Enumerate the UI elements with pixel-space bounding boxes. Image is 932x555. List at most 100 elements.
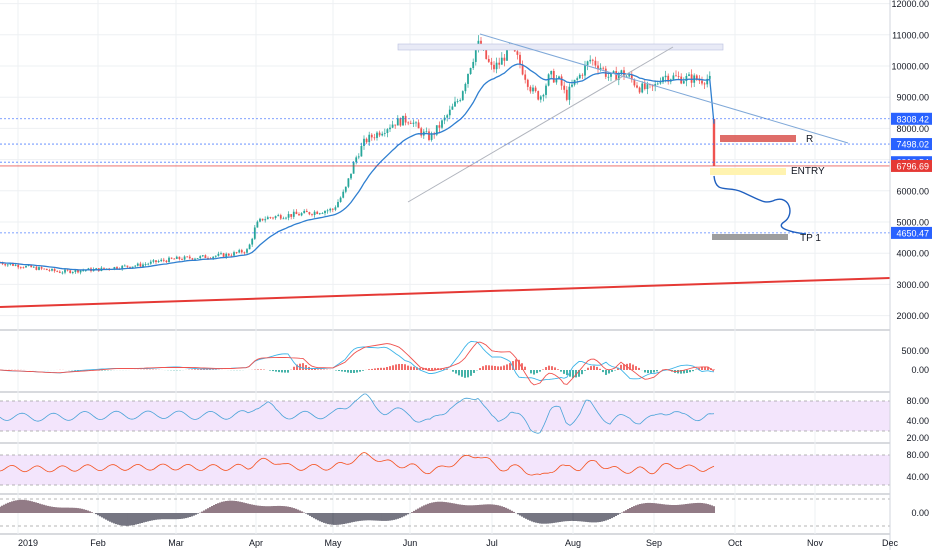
- candle-body: [329, 209, 331, 211]
- candle-body: [345, 187, 347, 192]
- time-tick-label: Dec: [882, 538, 899, 548]
- candle-body: [95, 268, 97, 269]
- macd-histogram-bar: [359, 370, 361, 372]
- candle-body: [446, 115, 448, 117]
- macd-histogram-bar: [566, 370, 568, 375]
- price-axis-bg: [890, 0, 932, 550]
- candle-body: [407, 122, 409, 123]
- candle-body: [306, 211, 308, 212]
- candle-body: [701, 81, 703, 84]
- candle-body: [127, 266, 129, 267]
- candle-body: [530, 87, 532, 91]
- candle-body: [238, 250, 240, 252]
- candle-body: [236, 252, 238, 253]
- candle-body: [189, 257, 191, 259]
- candle-body: [381, 134, 383, 136]
- macd-histogram-bar: [206, 369, 208, 370]
- macd-histogram-bar: [392, 365, 394, 370]
- candle-body: [665, 76, 667, 77]
- candle-body: [80, 271, 82, 273]
- candle-body: [335, 207, 337, 209]
- resistance-zone: [398, 44, 723, 50]
- macd-histogram-bar: [599, 369, 601, 370]
- candles: [0, 35, 715, 274]
- stop-zone: [720, 135, 796, 142]
- macd-histogram-bar: [632, 365, 634, 370]
- macd-histogram-bar: [650, 370, 652, 373]
- candle-body: [215, 256, 217, 257]
- macd-histogram-bar: [497, 366, 499, 370]
- candle-body: [428, 131, 430, 140]
- candle-body: [199, 256, 201, 258]
- candle-body: [355, 157, 357, 162]
- rsi-axis-label: 80.00: [906, 396, 929, 406]
- price-tick-label: 9000.00: [896, 93, 929, 103]
- candle-body: [647, 84, 649, 89]
- candle-body: [561, 76, 563, 85]
- macd-histogram-bar: [587, 368, 589, 370]
- candle-body: [462, 91, 464, 100]
- macd-histogram-bar: [293, 367, 295, 370]
- macd-histogram-bar: [260, 369, 262, 370]
- candle-body: [145, 264, 147, 265]
- candle-body: [392, 125, 394, 128]
- price-badge-label: 7498.02: [896, 140, 929, 150]
- candle-body: [249, 245, 251, 250]
- candle-body: [543, 95, 545, 97]
- macd-histogram-bar: [200, 369, 202, 370]
- candle-body: [223, 253, 225, 257]
- price-badge-label: 4650.47: [896, 228, 929, 238]
- time-tick-label: Nov: [807, 538, 824, 548]
- candle-body: [280, 215, 282, 218]
- candle-body: [537, 91, 539, 100]
- macd-histogram-bar: [554, 367, 556, 370]
- candle-body: [231, 256, 233, 257]
- candle-body: [389, 128, 391, 130]
- price-tick-label: 5000.00: [896, 218, 929, 228]
- time-tick-label: Feb: [90, 538, 106, 548]
- macd-histogram-bar: [509, 363, 511, 370]
- macd-histogram-bar: [404, 364, 406, 370]
- candle-body: [155, 260, 157, 262]
- candle-body: [379, 133, 381, 136]
- price-tick-label: 8000.00: [896, 124, 929, 134]
- macd-histogram-bar: [488, 365, 490, 370]
- time-tick-label: Mar: [168, 538, 184, 548]
- price-tick-label: 10000.00: [891, 62, 929, 72]
- price-badge-label: 6796.69: [896, 161, 929, 171]
- macd-histogram-bar: [563, 370, 565, 374]
- candle-body: [457, 101, 459, 102]
- candle-body: [20, 267, 22, 268]
- candle-body: [608, 77, 610, 78]
- macd-histogram-bar: [461, 370, 463, 377]
- macd-axis-label: 500.00: [901, 346, 929, 356]
- macd-histogram-bar: [635, 366, 637, 370]
- candle-body: [233, 252, 235, 255]
- macd-histogram-bar: [374, 368, 376, 370]
- macd-histogram-bar: [581, 370, 583, 374]
- macd-axis-label: 0.00: [911, 365, 929, 375]
- candle-body: [12, 264, 14, 266]
- candle-body: [17, 265, 19, 267]
- candle-body: [25, 266, 27, 268]
- candle-body: [504, 58, 506, 61]
- macd-histogram-bar: [596, 367, 598, 370]
- candle-body: [569, 87, 571, 100]
- entry-zone: [710, 168, 786, 175]
- macd-histogram-bar: [194, 369, 196, 370]
- candle-body: [267, 217, 269, 219]
- candle-body: [582, 75, 584, 76]
- candle-body: [72, 272, 74, 273]
- macd-histogram-bar: [515, 359, 517, 370]
- candle-body: [397, 118, 399, 125]
- macd-histogram-bar: [458, 370, 460, 375]
- candle-body: [184, 256, 186, 259]
- candle-body: [553, 71, 555, 82]
- macd-histogram-bar: [638, 368, 640, 370]
- candle-body: [176, 257, 178, 259]
- candle-body: [38, 267, 40, 270]
- macd-histogram-bar: [317, 369, 319, 370]
- candle-body: [103, 268, 105, 269]
- candle-body: [303, 211, 305, 213]
